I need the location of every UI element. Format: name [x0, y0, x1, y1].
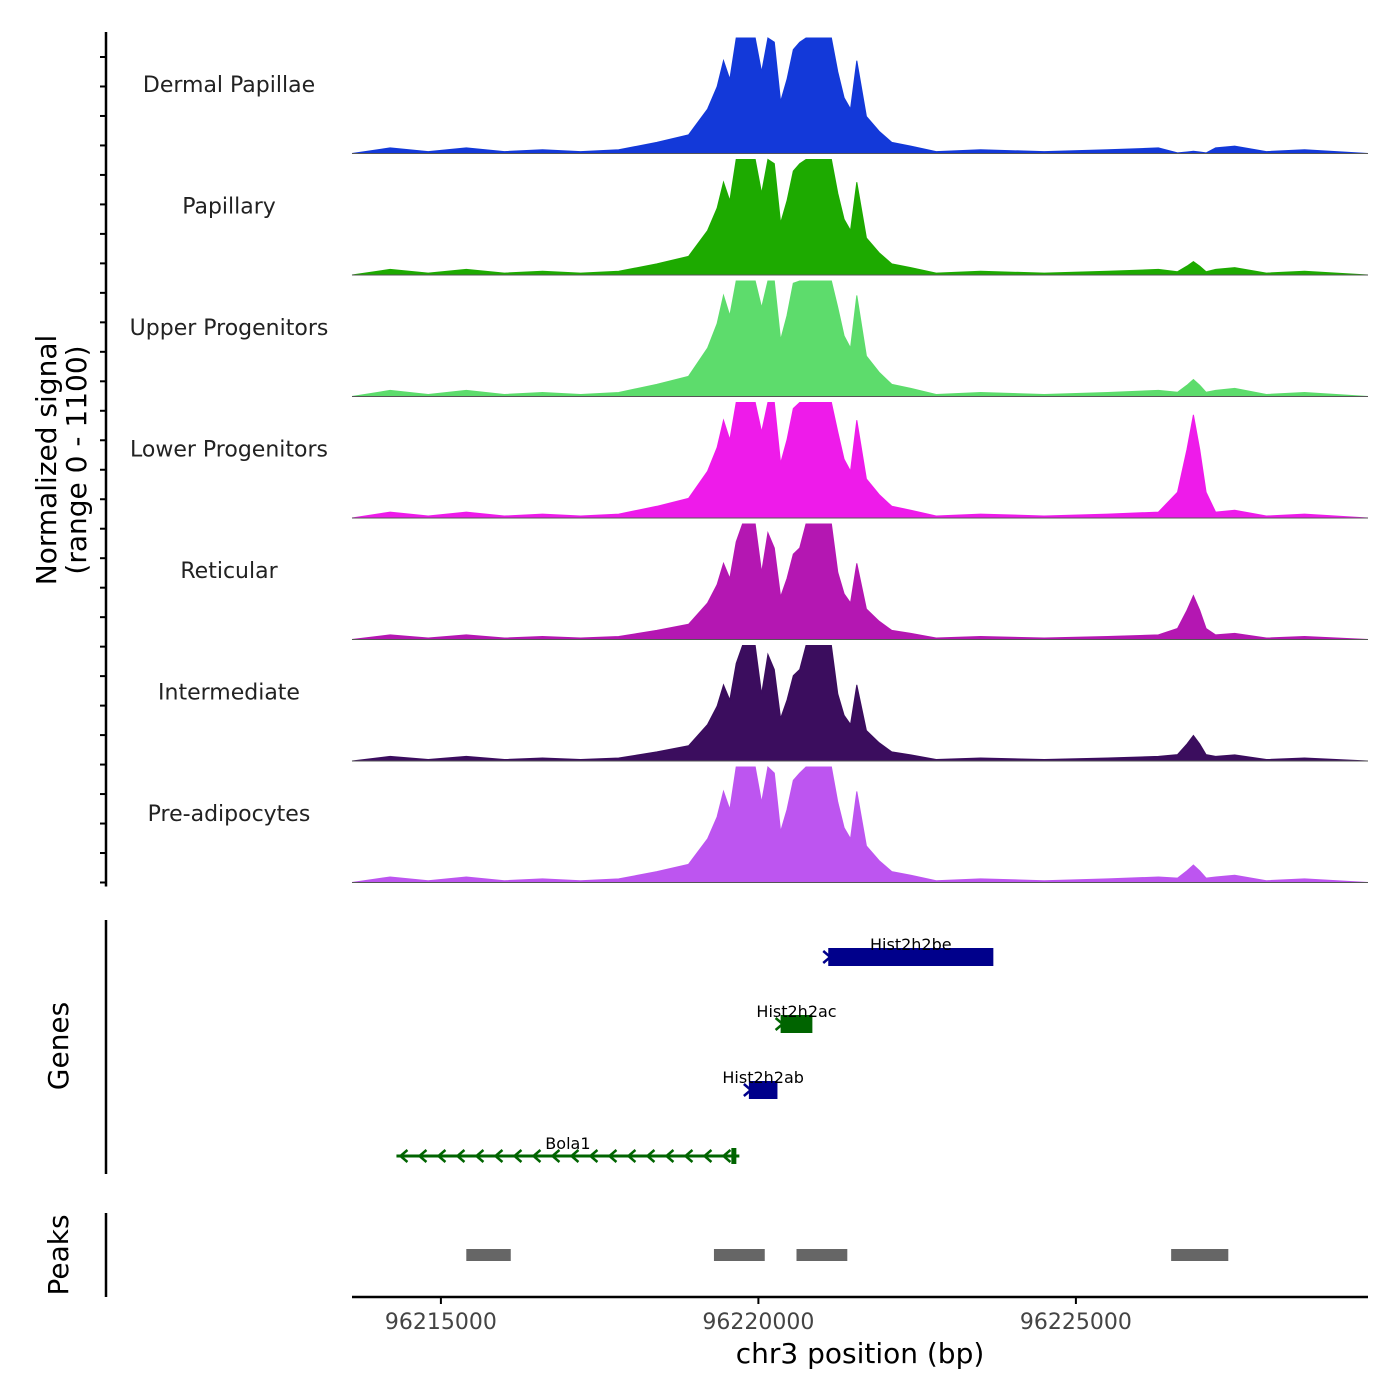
y-axis-title-line: (range 0 - 1100) — [60, 345, 93, 574]
gene-annotation-track: Genes Hist2h2be Hist2h2ac Hist2h2ab Bola1 — [42, 920, 994, 1174]
strand-arrow — [493, 1149, 504, 1163]
strand-arrow — [664, 1149, 675, 1163]
peaks-track-title: Peaks — [42, 1214, 75, 1295]
gene-exon — [748, 1081, 778, 1099]
track-label-pre-adipocytes: Pre-adipocytes — [148, 802, 311, 827]
strand-arrow — [774, 1017, 785, 1031]
genes-track-title: Genes — [42, 1002, 75, 1090]
strand-arrow — [822, 950, 833, 964]
strand-arrow — [607, 1149, 618, 1163]
gene-label: Bola1 — [545, 1134, 590, 1153]
strand-arrow — [626, 1149, 637, 1163]
track-label-upper-progenitors: Upper Progenitors — [130, 316, 329, 341]
strand-arrow — [436, 1149, 447, 1163]
track-intermediate: Intermediate — [158, 645, 1369, 762]
x-tick-label: 96220000 — [702, 1310, 814, 1335]
strand-arrow — [531, 1149, 542, 1163]
track-dermal-papillae: Dermal Papillae — [143, 37, 1369, 154]
peak-region[interactable] — [1171, 1249, 1229, 1261]
track-papillary: Papillary — [182, 158, 1369, 276]
signal-y-axis — [100, 32, 108, 887]
gene-hist2h2ab[interactable]: Hist2h2ab — [722, 1068, 804, 1099]
coverage-tracks: Dermal Papillae Papillary Upper Progenitor… — [130, 37, 1369, 883]
track-pre-adipocytes: Pre-adipocytes — [148, 765, 1369, 883]
strand-arrow — [683, 1149, 694, 1163]
track-label-dermal-papillae: Dermal Papillae — [143, 73, 315, 98]
peak-region[interactable] — [796, 1249, 848, 1261]
gene-label: Hist2h2ab — [722, 1068, 804, 1087]
track-label-lower-progenitors: Lower Progenitors — [130, 438, 328, 463]
gene-hist2h2be[interactable]: Hist2h2be — [822, 935, 994, 966]
track-label-intermediate: Intermediate — [158, 681, 300, 706]
signal-area-papillary — [351, 158, 1369, 276]
track-lower-progenitors: Lower Progenitors — [130, 402, 1369, 519]
strand-arrow — [512, 1149, 523, 1163]
peak-track: Peaks — [42, 1213, 1229, 1297]
strand-arrow — [455, 1149, 466, 1163]
y-axis-title: Normalized signal(range 0 - 1100) — [30, 335, 93, 586]
strand-arrow — [702, 1149, 713, 1163]
track-reticular: Reticular — [180, 523, 1369, 640]
y-axis-title-line: Normalized signal — [30, 335, 63, 586]
peak-region[interactable] — [713, 1249, 765, 1261]
gene-exon — [828, 948, 994, 966]
gene-label: Hist2h2ac — [756, 1002, 836, 1021]
strand-arrow — [417, 1149, 428, 1163]
gene-label: Hist2h2be — [870, 935, 952, 954]
signal-area-lower-progenitors — [351, 402, 1369, 519]
strand-arrow — [550, 1149, 561, 1163]
track-label-reticular: Reticular — [180, 559, 278, 584]
x-tick-label: 96215000 — [385, 1310, 497, 1335]
gene-bola1[interactable]: Bola1 — [396, 1134, 740, 1164]
strand-arrow — [588, 1149, 599, 1163]
strand-arrow — [721, 1149, 732, 1163]
x-axis-title: chr3 position (bp) — [736, 1337, 985, 1370]
strand-arrow — [474, 1149, 485, 1163]
peak-region[interactable] — [466, 1249, 511, 1261]
x-tick-label: 96225000 — [1020, 1310, 1132, 1335]
gene-exon — [780, 1015, 813, 1033]
signal-area-dermal-papillae — [351, 37, 1369, 154]
signal-area-upper-progenitors — [351, 280, 1369, 397]
signal-area-intermediate — [351, 645, 1369, 762]
track-label-papillary: Papillary — [182, 195, 276, 220]
strand-arrow — [743, 1083, 753, 1097]
x-axis: 96215000 96220000 96225000 chr3 position (b… — [352, 1295, 1368, 1370]
signal-area-reticular — [351, 523, 1369, 640]
track-upper-progenitors: Upper Progenitors — [130, 280, 1369, 397]
strand-arrow — [398, 1149, 409, 1163]
strand-arrow — [569, 1149, 580, 1163]
gene-exon — [731, 1148, 737, 1164]
gene-hist2h2ac[interactable]: Hist2h2ac — [756, 1002, 837, 1033]
strand-arrow — [645, 1149, 656, 1163]
signal-area-pre-adipocytes — [351, 765, 1369, 883]
